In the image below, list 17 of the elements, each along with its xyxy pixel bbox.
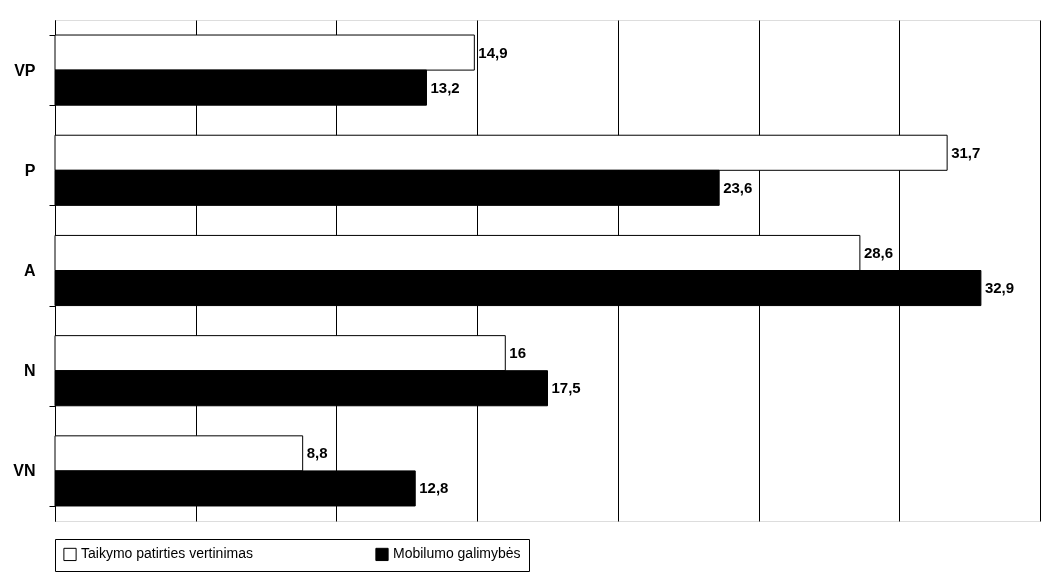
y-tick-label: N: [23, 362, 36, 380]
y-tick-label: VN: [13, 462, 36, 480]
data-label: 14,9: [478, 43, 508, 61]
data-label: 28,6: [863, 243, 894, 261]
legend-label: Taikymo patirties vertinimas: [81, 545, 253, 562]
data-label: 32,9: [984, 279, 1015, 297]
data-label: 23,6: [723, 178, 753, 196]
data-label: 16: [509, 344, 526, 362]
data-label: 13,2: [430, 78, 460, 96]
data-label: 12,8: [419, 479, 449, 497]
y-tick-label: P: [24, 161, 36, 179]
y-tick-label: A: [23, 262, 36, 279]
legend-label: Mobilumo galimybės: [393, 545, 521, 562]
y-tick-label: VP: [14, 61, 36, 79]
data-label: 8,8: [306, 444, 328, 462]
data-label: 17,5: [551, 379, 581, 397]
data-label: 31,7: [951, 143, 981, 161]
